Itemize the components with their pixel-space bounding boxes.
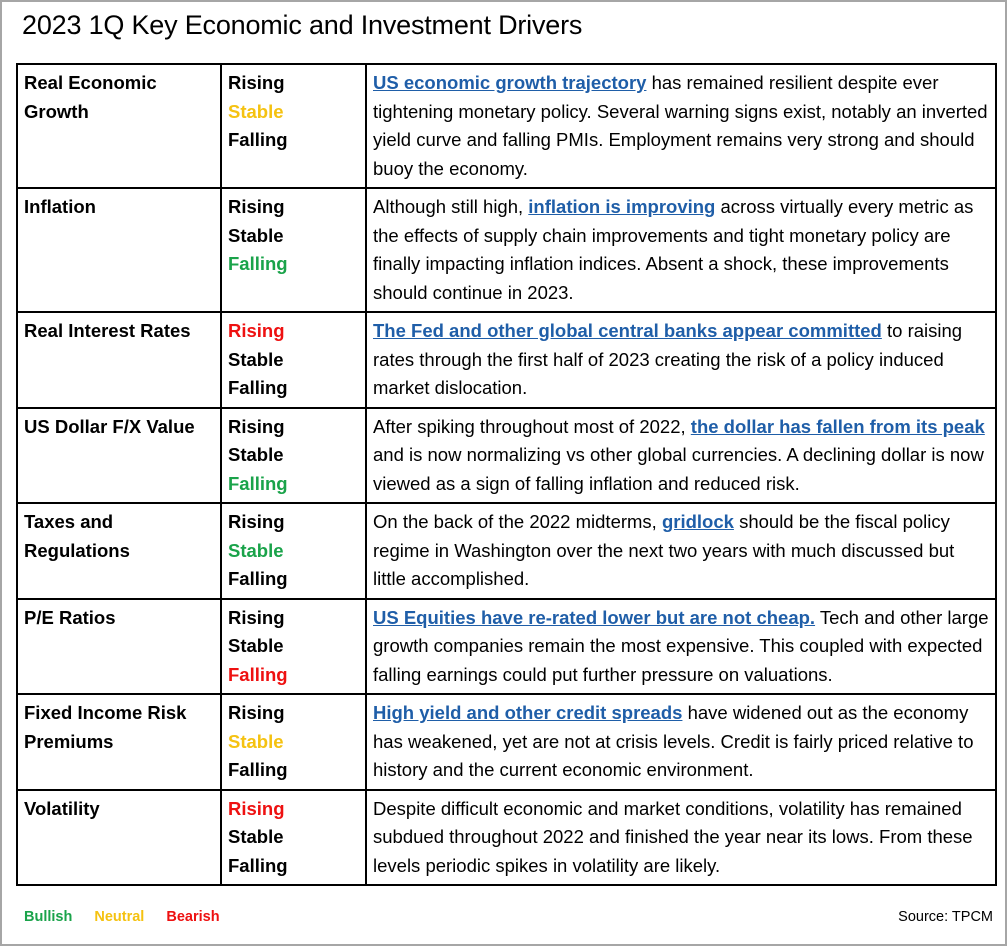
driver-states: Rising Stable Falling [220,63,367,189]
description-text-before: Although still high, [373,196,529,217]
driver-description: Although still high, inflation is improv… [365,187,997,313]
driver-row: Fixed Income Risk Premiums Rising Stable Fa… [16,693,997,791]
state-falling: Falling [228,759,288,780]
description-text-after: to raising rates through the first half … [373,320,963,398]
description-text-before: After spiking throughout most of 2022, [373,415,691,437]
driver-states: Rising Stable Falling [220,502,367,600]
driver-factor: Fixed Income Risk Premiums [16,693,222,791]
state-rising: Rising [228,606,285,628]
drivers-table: Real Economic Growth Rising Stable Falling U… [16,63,997,886]
state-stable: Stable [228,730,284,752]
driver-row: Real Interest Rates Rising Stable Falling Th… [16,311,997,409]
description-text-before: Despite difficult economic and market co… [373,797,973,876]
state-falling: Falling [228,663,288,685]
description-link[interactable]: gridlock [661,511,734,532]
driver-description: Despite difficult economic and market co… [365,788,997,886]
description-text-after: Tech and other large growth companies re… [373,606,989,685]
description-text-after: has remained resilient despite ever tigh… [373,72,988,179]
driver-states: Rising Stable Falling [220,187,367,313]
drivers-table-body: Real Economic Growth Rising Stable Falling U… [16,63,997,886]
state-rising: Rising [228,797,285,819]
state-rising: Rising [228,72,285,93]
source-note: Source: TPCM [898,909,993,925]
driver-factor: Taxes and Regulations [16,502,222,600]
state-rising: Rising [228,511,285,532]
state-stable: Stable [228,224,284,246]
description-link[interactable]: US economic growth trajectory [373,72,647,93]
driver-factor: Inflation [16,187,222,313]
state-rising: Rising [228,320,285,341]
driver-row: Volatility Rising Stable Falling Despite dif… [16,788,997,886]
driver-row: P/E Ratios Rising Stable Falling US Equities… [16,597,997,695]
description-link[interactable]: inflation is improving [528,196,716,217]
signal-legend: Bullish Neutral Bearish [24,909,238,925]
description-text-after: have widened out as the economy has weak… [373,702,974,780]
description-link[interactable]: US Equities have re-rated lower but are … [373,606,816,628]
page-title: 2023 1Q Key Economic and Investment Driv… [22,10,583,40]
legend-neutral: Neutral [94,909,145,925]
description-text-after: should be the fiscal policy regime in Wa… [373,511,955,589]
driver-row: Inflation Rising Stable Falling Although sti… [16,187,997,313]
driver-row: Real Economic Growth Rising Stable Falling U… [16,63,997,189]
state-stable: Stable [228,635,284,656]
driver-row: US Dollar F/X Value Rising Stable Falling Af… [16,406,997,504]
driver-description: The Fed and other global central banks a… [365,311,997,409]
driver-states: Rising Stable Falling [220,693,367,791]
state-stable: Stable [228,100,284,122]
state-falling: Falling [228,568,288,589]
state-rising: Rising [228,702,285,723]
driver-description: US Equities have re-rated lower but are … [365,597,997,695]
state-stable: Stable [228,444,284,465]
description-text-after: and is now normalizing vs other global c… [373,444,984,494]
state-falling: Falling [228,472,288,494]
description-link[interactable]: The Fed and other global central banks a… [373,320,882,341]
description-link[interactable]: the dollar has fallen from its peak [690,415,985,437]
driver-row: Taxes and Regulations Rising Stable Falling… [16,502,997,600]
state-stable: Stable [228,826,284,847]
description-text-before: On the back of the 2022 midterms, [373,511,662,532]
driver-states: Rising Stable Falling [220,406,367,504]
state-rising: Rising [228,415,285,437]
legend-bearish: Bearish [166,909,220,925]
driver-factor: Real Interest Rates [16,311,222,409]
driver-states: Rising Stable Falling [220,597,367,695]
driver-factor: Volatility [16,788,222,886]
driver-states: Rising Stable Falling [220,788,367,886]
driver-factor: P/E Ratios [16,597,222,695]
driver-factor: US Dollar F/X Value [16,406,222,504]
state-falling: Falling [228,854,288,876]
state-stable: Stable [228,348,284,370]
state-falling: Falling [228,253,288,274]
driver-factor: Real Economic Growth [16,63,222,189]
legend-bullish: Bullish [24,909,73,925]
description-link[interactable]: High yield and other credit spreads [373,702,683,723]
description-text-after: across virtually every metric as the eff… [373,196,974,303]
state-stable: Stable [228,539,284,561]
driver-description: After spiking throughout most of 2022, t… [365,406,997,504]
state-falling: Falling [228,129,288,150]
driver-states: Rising Stable Falling [220,311,367,409]
driver-description: On the back of the 2022 midterms, gridlo… [365,502,997,600]
driver-description: US economic growth trajectory has remain… [365,63,997,189]
state-rising: Rising [228,196,285,217]
state-falling: Falling [228,377,288,398]
driver-description: High yield and other credit spreads have… [365,693,997,791]
